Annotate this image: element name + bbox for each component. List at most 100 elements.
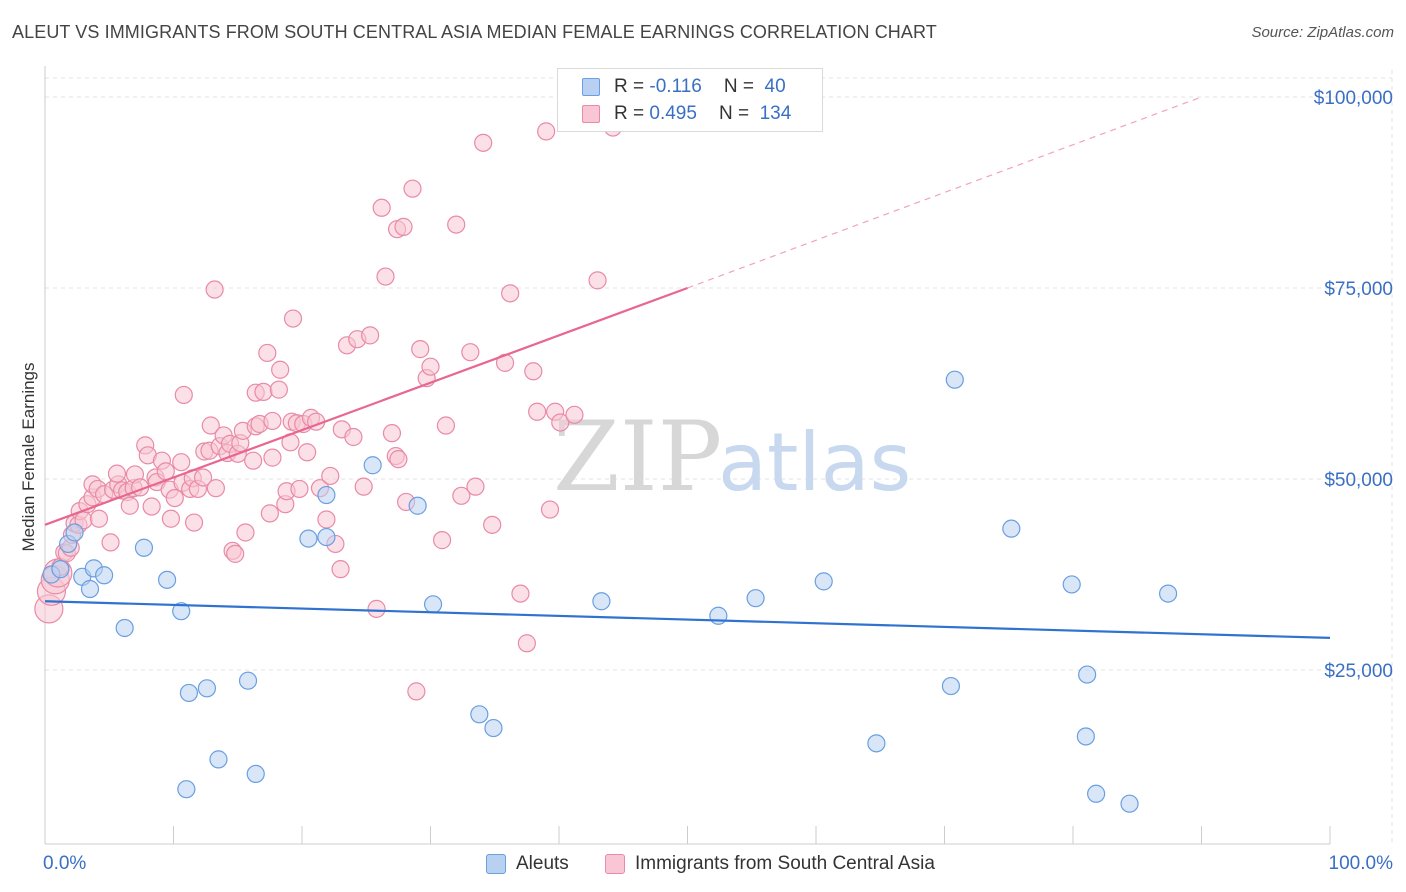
- aleut-point: [1158, 584, 1178, 603]
- immigrant-point: [254, 382, 273, 402]
- immigrant-point: [120, 496, 139, 515]
- immigrant-point: [524, 362, 543, 381]
- immigrant-point: [436, 416, 456, 435]
- immigrant-point: [174, 385, 193, 405]
- aleut-point: [1062, 575, 1081, 594]
- immigrant-point: [226, 544, 245, 563]
- immigrant-point: [354, 477, 373, 496]
- legend-n-label: N =: [723, 76, 754, 97]
- aleut-point: [134, 538, 154, 557]
- y-tick-label: $100,000: [1314, 88, 1393, 109]
- immigrant-point: [372, 198, 391, 217]
- immigrant-point: [403, 179, 422, 198]
- trend-lines: [44, 96, 1331, 640]
- aleut-point: [177, 780, 196, 799]
- immigrant-point: [193, 468, 213, 487]
- immigrant-point: [565, 405, 584, 424]
- immigrant-point: [432, 531, 452, 550]
- immigrant-point: [361, 326, 380, 345]
- aleut-point: [238, 671, 258, 690]
- immigrant-trend-extension: [687, 96, 1202, 289]
- legend-swatch-pink: [582, 105, 600, 123]
- aleut-point: [51, 560, 70, 579]
- immigrant-point: [411, 340, 430, 359]
- legend-r-value: -0.116: [649, 76, 702, 97]
- aleut-point: [1076, 727, 1095, 746]
- immigrant-point: [344, 427, 363, 447]
- legend-n-label: N =: [718, 103, 750, 124]
- immigrant-point: [551, 413, 570, 432]
- aleut-point: [65, 523, 84, 542]
- aleut-point: [408, 496, 427, 515]
- aleut-point: [867, 734, 886, 753]
- immigrant-point: [269, 380, 288, 399]
- aleut-point: [209, 750, 228, 769]
- immigrant-point: [161, 509, 181, 528]
- immigrant-point: [421, 357, 440, 376]
- immigrant-point: [501, 284, 520, 303]
- immigrant-point: [206, 479, 226, 498]
- x-tick-label: 0.0%: [43, 853, 86, 874]
- y-axis-label: Median Female Earnings: [19, 363, 38, 552]
- aleut-point: [197, 679, 217, 698]
- immigrant-point: [517, 634, 536, 653]
- immigrant-point: [321, 466, 340, 486]
- immigrant-point: [588, 271, 607, 290]
- aleut-point: [80, 579, 100, 599]
- immigrant-trend-line: [44, 286, 688, 526]
- immigrant-point: [394, 217, 413, 236]
- aleut-point: [1002, 519, 1021, 538]
- x-tick-label: 100.0%: [1329, 853, 1394, 874]
- legend-r-label: R =: [614, 103, 645, 124]
- immigrant-point: [483, 515, 502, 534]
- legend-n-value: 40: [764, 76, 786, 97]
- immigrant-point: [331, 560, 350, 579]
- legend-n-value: 134: [759, 103, 792, 124]
- axis-labels: $25,000 $50,000 $75,000 $100,000 0.0% 100.0% M…: [19, 88, 1393, 874]
- immigrant-point: [271, 360, 290, 379]
- immigrant-point: [142, 497, 161, 516]
- aleut-point: [95, 566, 114, 585]
- immigrant-point: [367, 599, 386, 618]
- y-tick-label: $75,000: [1324, 279, 1393, 300]
- axes: [44, 66, 1331, 845]
- immigrant-point: [298, 443, 317, 462]
- aleut-point: [317, 527, 336, 547]
- aleut-point: [1078, 665, 1097, 684]
- immigrant-point: [389, 450, 408, 469]
- chart-title: ALEUT VS IMMIGRANTS FROM SOUTH CENTRAL A…: [12, 22, 937, 42]
- aleut-point: [317, 485, 336, 505]
- watermark: ZIP atlas: [553, 401, 911, 513]
- immigrant-point: [263, 411, 282, 431]
- immigrant-point: [258, 343, 277, 363]
- bottom-legend-immigrants: Immigrants from South Central Asia: [605, 852, 935, 876]
- immigrant-point: [244, 451, 263, 470]
- aleut-point: [484, 718, 503, 738]
- aleut-point: [363, 456, 382, 475]
- aleut-point: [1120, 794, 1139, 813]
- immigrant-point: [511, 584, 530, 603]
- legend-row-immigrants: R = 0.495 N = 134: [582, 102, 791, 126]
- immigrant-point: [263, 448, 282, 467]
- immigrant-point: [540, 500, 560, 519]
- immigrant-point: [236, 523, 255, 542]
- bottom-legend-aleuts: Aleuts: [486, 852, 569, 876]
- immigrant-point: [528, 402, 547, 421]
- immigrant-point: [107, 464, 127, 483]
- immigrant-point: [283, 309, 303, 328]
- aleut-point: [1087, 784, 1106, 803]
- immigrant-point: [101, 533, 120, 552]
- immigrant-point: [474, 133, 493, 152]
- correlation-legend: R = -0.116 N = 40 R = 0.495 N = 134: [557, 68, 823, 132]
- immigrant-point: [172, 453, 191, 472]
- aleut-point: [423, 595, 443, 614]
- legend-row-aleuts: R = -0.116 N = 40: [582, 75, 786, 99]
- aleut-trend-line: [44, 600, 1331, 640]
- aleut-point: [814, 572, 833, 591]
- immigrant-point: [461, 343, 480, 362]
- aleut-point: [172, 602, 191, 621]
- immigrant-point: [407, 682, 426, 701]
- immigrant-point: [452, 486, 471, 505]
- immigrant-point: [201, 416, 220, 435]
- immigrant-point: [260, 504, 279, 523]
